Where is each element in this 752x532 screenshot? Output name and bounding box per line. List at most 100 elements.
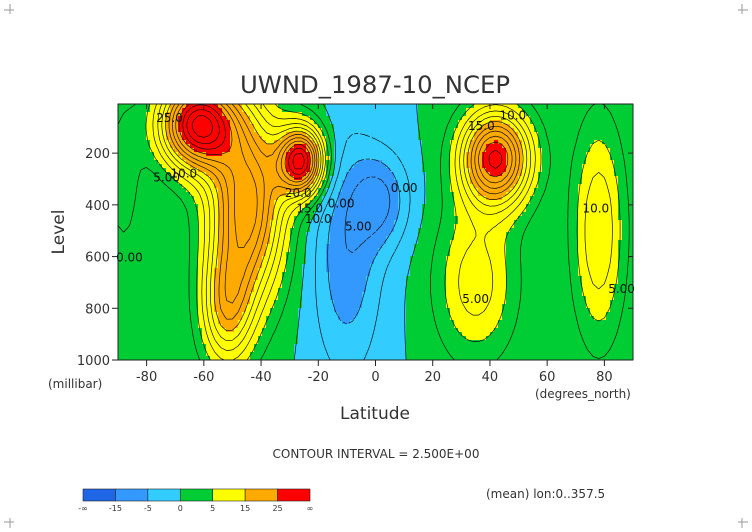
field-cell	[174, 112, 179, 117]
field-cell	[414, 272, 419, 277]
field-cell	[342, 352, 347, 357]
field-cell	[186, 276, 191, 281]
field-cell	[142, 192, 147, 197]
field-cell	[342, 252, 347, 257]
field-cell	[234, 120, 239, 125]
field-cell	[250, 232, 255, 237]
field-cell	[298, 232, 303, 237]
field-cell	[138, 256, 143, 261]
field-cell	[254, 116, 259, 121]
field-cell	[178, 140, 183, 145]
field-cell	[422, 312, 427, 317]
field-cell	[282, 116, 287, 121]
field-cell	[338, 272, 343, 277]
field-cell	[286, 120, 291, 125]
field-cell	[194, 256, 199, 261]
field-cell	[286, 248, 291, 253]
field-cell	[254, 208, 259, 213]
field-cell	[194, 240, 199, 245]
field-cell	[166, 280, 171, 285]
field-cell	[398, 124, 403, 129]
field-cell	[170, 136, 175, 141]
field-cell	[122, 356, 127, 360]
field-cell	[250, 208, 255, 213]
field-cell	[242, 244, 247, 249]
field-cell	[318, 188, 323, 193]
field-cell	[414, 340, 419, 345]
field-cell	[326, 308, 331, 313]
field-cell	[394, 228, 399, 233]
field-cell	[262, 208, 267, 213]
field-cell	[342, 124, 347, 129]
field-cell	[362, 356, 367, 360]
field-cell	[334, 292, 339, 297]
field-cell	[290, 216, 295, 221]
field-cell	[154, 304, 159, 309]
field-cell	[418, 112, 423, 117]
field-cell	[198, 204, 203, 209]
field-cell	[162, 272, 167, 277]
field-cell	[266, 108, 271, 113]
field-cell	[366, 272, 371, 277]
field-cell	[406, 260, 411, 265]
field-cell	[218, 108, 223, 113]
field-cell	[390, 208, 395, 213]
field-cell	[354, 228, 359, 233]
field-cell	[154, 324, 159, 329]
field-cell	[230, 336, 235, 341]
field-cell	[118, 292, 123, 297]
field-cell	[354, 156, 359, 161]
field-cell	[246, 316, 251, 321]
field-cell	[294, 196, 299, 201]
field-cell	[398, 216, 403, 221]
field-cell	[158, 216, 163, 221]
field-cell	[318, 284, 323, 289]
field-cell	[278, 248, 283, 253]
field-cell	[342, 184, 347, 189]
field-cell	[218, 248, 223, 253]
field-cell	[362, 312, 367, 317]
field-cell	[270, 196, 275, 201]
field-cell	[374, 112, 379, 117]
field-cell	[366, 332, 371, 337]
field-cell	[394, 348, 399, 353]
field-cell	[394, 272, 399, 277]
field-cell	[322, 160, 327, 165]
field-cell	[310, 212, 315, 217]
field-cell	[322, 324, 327, 329]
field-cell	[426, 132, 431, 137]
field-cell	[270, 240, 275, 245]
field-cell	[378, 316, 383, 321]
field-cell	[134, 348, 139, 353]
field-cell	[302, 156, 307, 161]
field-cell	[250, 268, 255, 273]
field-cell	[186, 348, 191, 353]
field-cell	[410, 312, 415, 317]
field-cell	[330, 212, 335, 217]
field-cell	[270, 152, 275, 157]
field-cell	[162, 140, 167, 145]
field-cell	[314, 168, 319, 173]
field-cell	[290, 332, 295, 337]
field-cell	[378, 280, 383, 285]
field-cell	[302, 276, 307, 281]
field-cell	[414, 264, 419, 269]
field-cell	[154, 160, 159, 165]
field-cell	[254, 140, 259, 145]
field-cell	[354, 344, 359, 349]
field-cell	[206, 160, 211, 165]
field-cell	[358, 144, 363, 149]
field-cell	[282, 208, 287, 213]
field-cell	[158, 284, 163, 289]
field-cell	[406, 176, 411, 181]
field-cell	[258, 176, 263, 181]
field-cell	[270, 340, 275, 345]
field-cell	[250, 228, 255, 233]
field-cell	[378, 168, 383, 173]
field-cell	[158, 196, 163, 201]
field-cell	[306, 216, 311, 221]
field-cell	[318, 352, 323, 357]
field-cell	[174, 336, 179, 341]
field-cell	[126, 356, 131, 360]
field-cell	[350, 284, 355, 289]
